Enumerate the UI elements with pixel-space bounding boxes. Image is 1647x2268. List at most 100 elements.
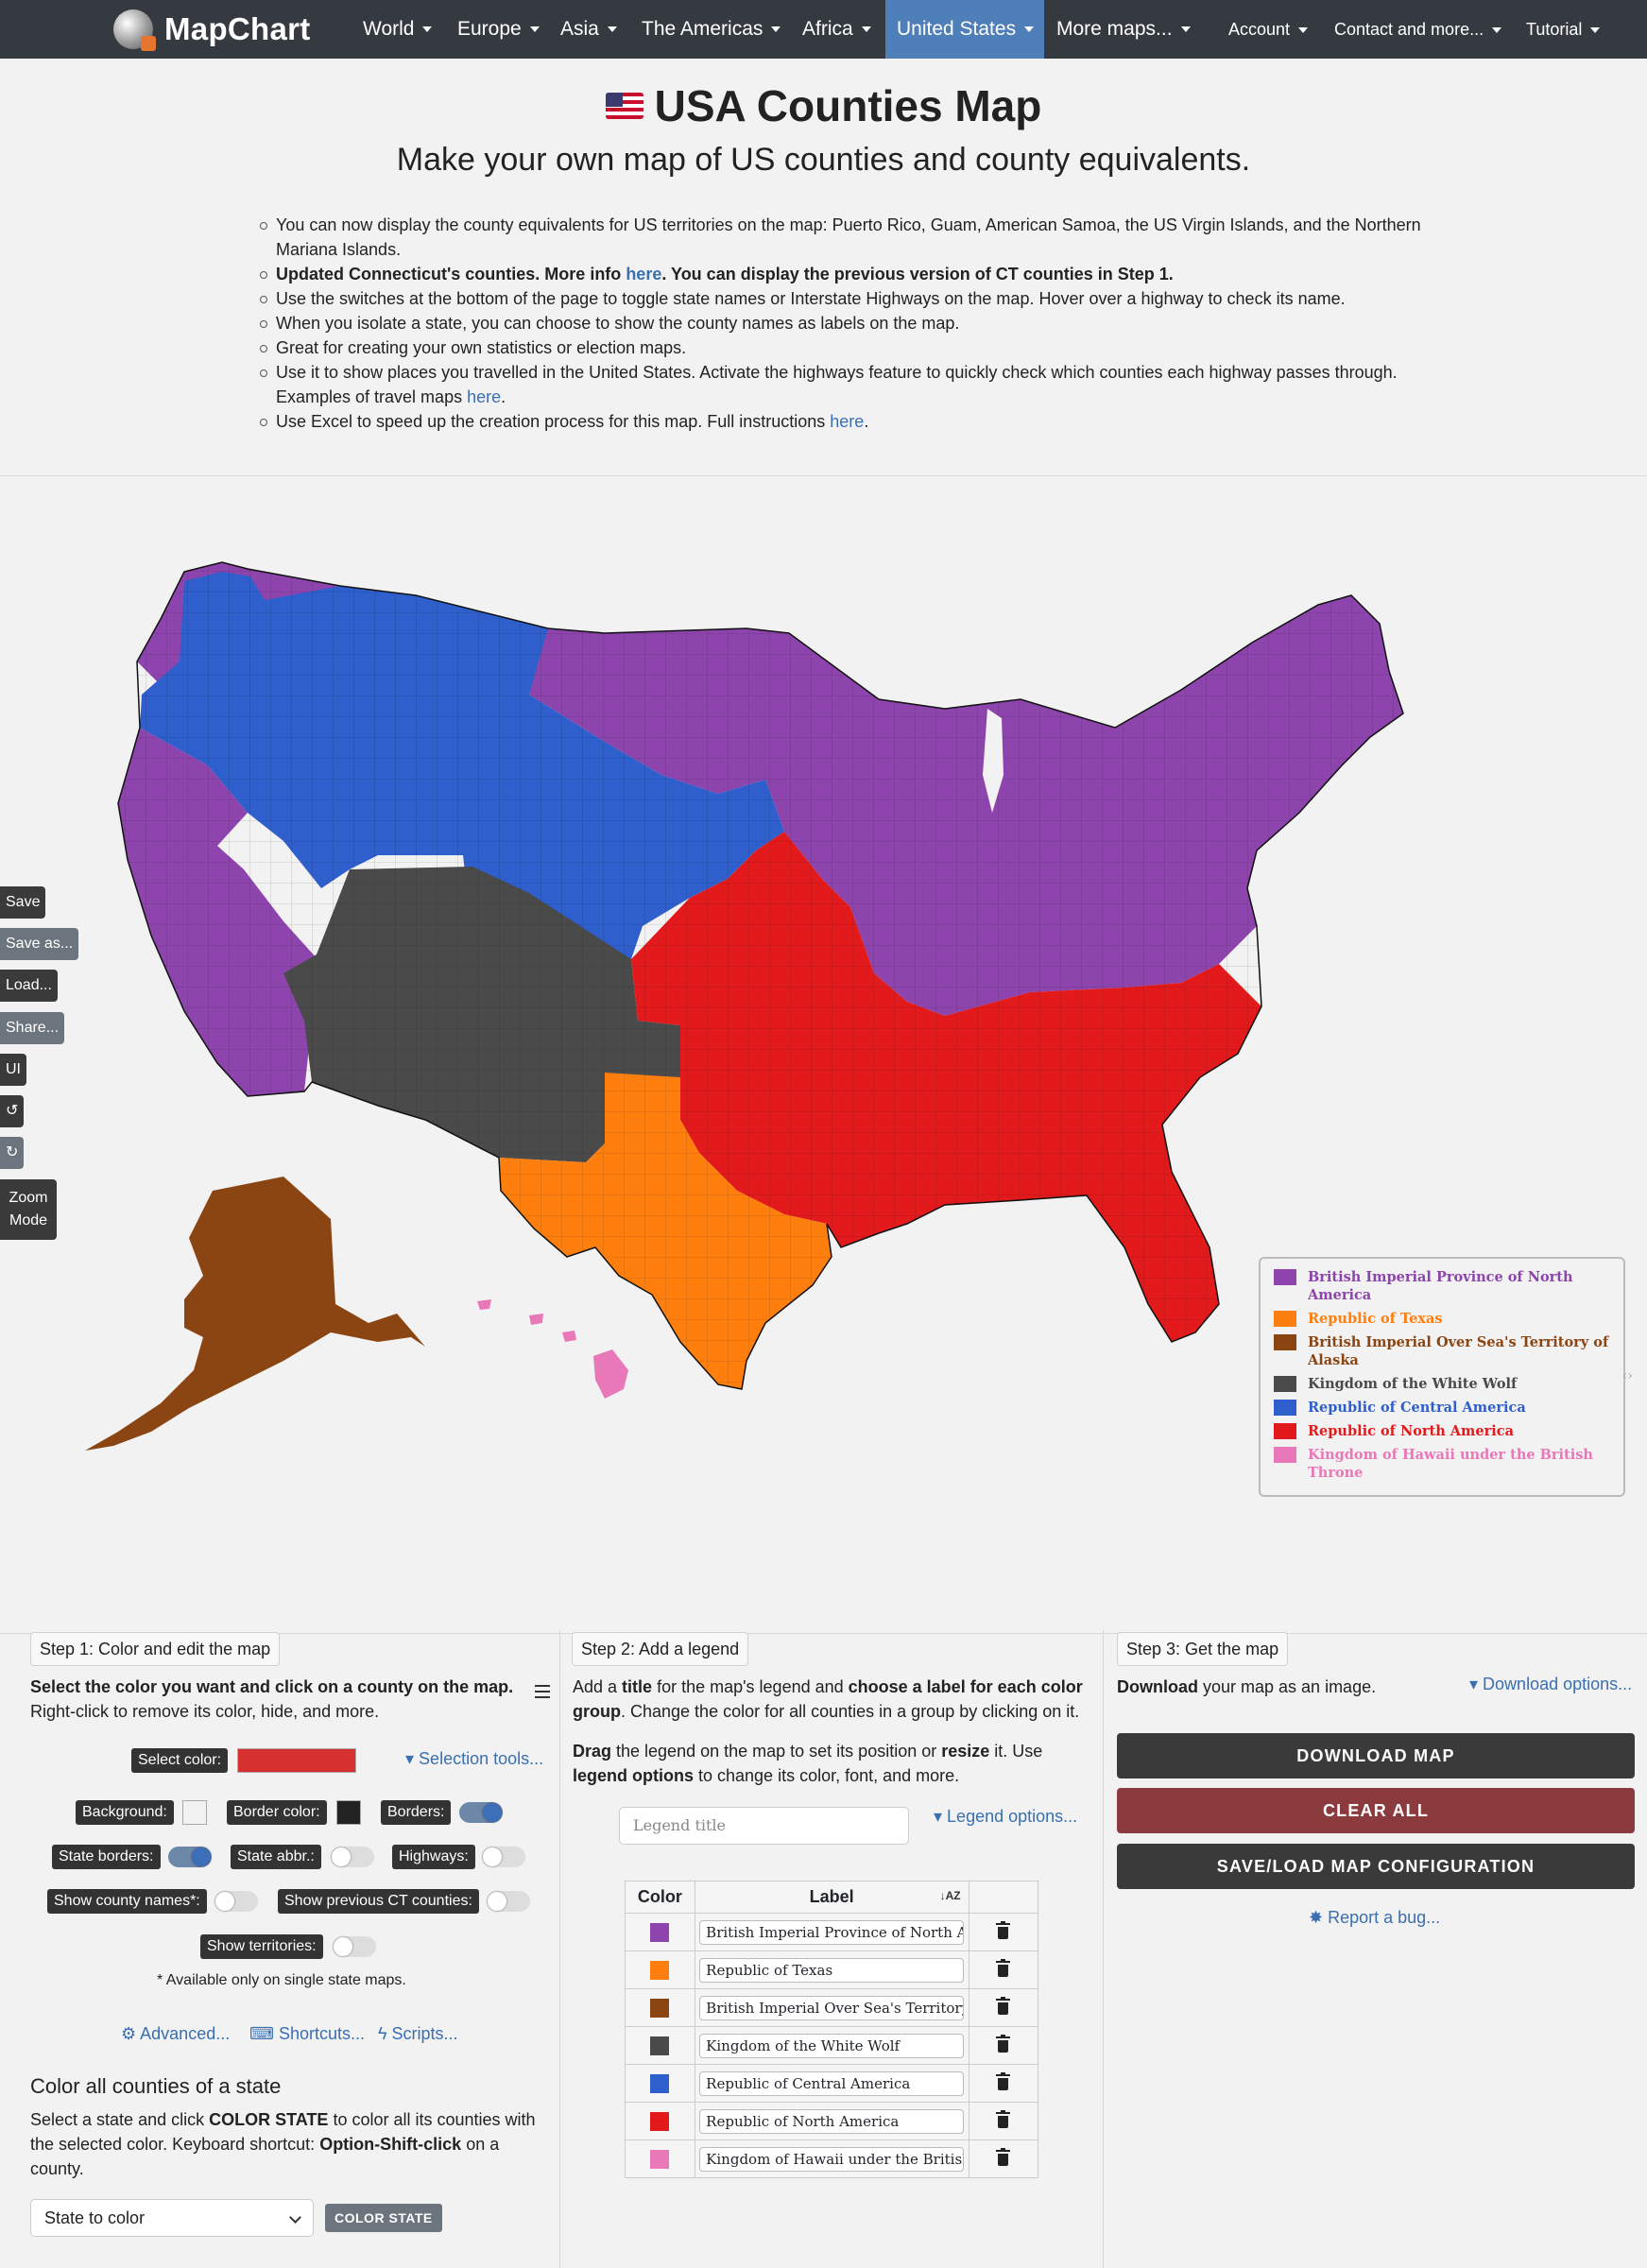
legend-label-input[interactable]: Republic of North America — [699, 2108, 965, 2134]
legend-swatch — [1274, 1376, 1296, 1392]
legend-title-input[interactable]: Legend title — [619, 1807, 909, 1845]
legend-entry[interactable]: British Imperial Over Sea's Territory of… — [1274, 1333, 1610, 1369]
nav-tutorial[interactable]: Tutorial — [1515, 0, 1611, 59]
nav-more-maps[interactable]: More maps... — [1045, 0, 1202, 59]
tab-step-2[interactable]: Step 2: Add a legend — [572, 1632, 749, 1666]
background-color-picker[interactable] — [182, 1800, 207, 1825]
map-legend[interactable]: British Imperial Province of North Ameri… — [1259, 1257, 1633, 1497]
legend-color-swatch[interactable] — [650, 2074, 670, 2094]
county-grid-overlay — [117, 561, 1404, 1390]
top-navbar: MapChart World Europe Asia The Americas … — [0, 0, 1647, 59]
show-prev-ct-toggle[interactable] — [487, 1891, 530, 1912]
tab-step-3[interactable]: Step 3: Get the map — [1117, 1632, 1289, 1666]
legend-label-input[interactable]: British Imperial Over Sea's Territory of… — [699, 1995, 965, 2020]
nav-asia[interactable]: Asia — [549, 0, 628, 59]
legend-color-swatch[interactable] — [650, 2150, 670, 2170]
legend-color-swatch[interactable] — [650, 1923, 670, 1943]
legend-entry[interactable]: Republic of Texas — [1274, 1310, 1610, 1328]
download-map-button[interactable]: DOWNLOAD MAP — [1117, 1733, 1635, 1778]
shortcuts-link[interactable]: ⌨ Shortcuts... — [249, 2024, 366, 2043]
legend-swatch — [1274, 1269, 1296, 1285]
trash-icon[interactable] — [996, 2109, 1011, 2128]
download-options-dropdown[interactable]: ▾ Download options... — [1469, 1675, 1633, 1693]
borders-toggle[interactable] — [459, 1802, 503, 1823]
travel-maps-link[interactable]: here — [467, 387, 502, 406]
state-borders-toggle[interactable] — [168, 1847, 212, 1867]
trash-icon[interactable] — [996, 1996, 1011, 2015]
map-area[interactable]: British Imperial Province of North Ameri… — [0, 529, 1647, 1521]
nav-account[interactable]: Account — [1217, 0, 1319, 59]
region-brown-alaska[interactable] — [85, 1177, 425, 1451]
excel-instructions-link[interactable]: here — [830, 412, 865, 431]
legend-entry[interactable]: Kingdom of Hawaii under the British Thro… — [1274, 1446, 1610, 1482]
bolt-icon: ϟ — [378, 2024, 392, 2043]
color-state-button[interactable]: COLOR STATE — [325, 2204, 442, 2232]
nav-united-states[interactable]: United States — [885, 0, 1044, 59]
selected-color-picker[interactable] — [237, 1748, 356, 1773]
legend-swatch — [1274, 1447, 1296, 1463]
nav-contact[interactable]: Contact and more... — [1323, 0, 1513, 59]
state-select[interactable]: State to color — [30, 2199, 314, 2237]
highways-toggle[interactable] — [482, 1847, 525, 1867]
zoom-mode-button[interactable]: Zoom Mode — [0, 1179, 57, 1240]
clear-all-button[interactable]: CLEAR ALL — [1117, 1788, 1635, 1833]
save-button[interactable]: Save — [0, 886, 46, 919]
trash-icon[interactable] — [996, 1920, 1011, 1939]
us-counties-map[interactable] — [0, 529, 1647, 1521]
nav-europe[interactable]: Europe — [446, 0, 551, 59]
brand-logo[interactable]: MapChart — [113, 9, 311, 51]
resize-handle-icon[interactable]: ‹› — [1621, 1368, 1633, 1383]
show-county-names-label: Show county names*: — [47, 1889, 207, 1914]
state-abbr-toggle[interactable] — [331, 1847, 374, 1867]
legend-label-input[interactable]: Republic of Texas — [699, 1957, 965, 1983]
region-pink-hawaii[interactable] — [477, 1299, 628, 1399]
menu-icon[interactable] — [535, 1685, 550, 1698]
legend-label-input[interactable]: Kingdom of the White Wolf — [699, 2033, 965, 2058]
legend-entry[interactable]: Republic of North America — [1274, 1422, 1610, 1440]
nav-world[interactable]: World — [352, 0, 443, 59]
share-button[interactable]: Share... — [0, 1012, 65, 1044]
legend-entry[interactable]: Republic of Central America — [1274, 1399, 1610, 1417]
show-county-names-toggle[interactable] — [214, 1891, 258, 1912]
list-item: Use Excel to speed up the creation proce… — [260, 409, 1432, 434]
step-separator — [1103, 1630, 1104, 2268]
save-as-button[interactable]: Save as... — [0, 928, 79, 960]
scripts-link[interactable]: ϟ Scripts... — [378, 2024, 458, 2043]
trash-icon[interactable] — [996, 2034, 1011, 2053]
legend-label-input[interactable]: Kingdom of Hawaii under the British Thro… — [699, 2146, 965, 2172]
legend-color-swatch[interactable] — [650, 2112, 670, 2132]
trash-icon[interactable] — [996, 1958, 1011, 1977]
tab-step-1[interactable]: Step 1: Color and edit the map — [30, 1632, 281, 1666]
save-load-config-button[interactable]: SAVE/LOAD MAP CONFIGURATION — [1117, 1844, 1635, 1889]
redo-button[interactable]: ↻ — [0, 1137, 25, 1169]
legend-color-swatch[interactable] — [650, 2036, 670, 2056]
color-state-instructions: Select a state and click COLOR STATE to … — [30, 2110, 536, 2178]
legend-entry[interactable]: Kingdom of the White Wolf — [1274, 1375, 1610, 1393]
color-state-heading: Color all counties of a state — [30, 2074, 282, 2098]
load-button[interactable]: Load... — [0, 970, 58, 1002]
undo-button[interactable]: ↺ — [0, 1095, 25, 1127]
legend-color-swatch[interactable] — [650, 1961, 670, 1981]
legend-label-input[interactable]: Republic of Central America — [699, 2070, 965, 2096]
border-color-picker[interactable] — [336, 1800, 361, 1825]
legend-color-swatch[interactable] — [650, 1999, 670, 2019]
legend-options-dropdown[interactable]: ▾ Legend options... — [934, 1807, 1078, 1826]
step2-instructions: Add a title for the map's legend and cho… — [573, 1677, 1083, 1721]
list-item: Updated Connecticut's counties. More inf… — [260, 262, 1432, 286]
legend-label-input[interactable]: British Imperial Province of North Ameri… — [699, 1919, 965, 1945]
show-territories-toggle[interactable] — [333, 1936, 376, 1957]
advanced-link[interactable]: ⚙ Advanced... — [121, 2024, 231, 2043]
column-header-color: Color — [625, 1881, 695, 1914]
selection-tools-dropdown[interactable]: ▾ Selection tools... — [405, 1749, 544, 1768]
nav-africa[interactable]: Africa — [791, 0, 883, 59]
us-flag-icon — [605, 92, 643, 119]
ui-button[interactable]: UI — [0, 1054, 26, 1086]
report-bug-link[interactable]: ✸ Report a bug... — [1309, 1908, 1441, 1927]
sort-alpha-icon[interactable]: ↓AZ — [939, 1889, 961, 1902]
nav-americas[interactable]: The Americas — [630, 0, 792, 59]
list-item: Use it to show places you travelled in t… — [260, 360, 1432, 409]
ct-info-link[interactable]: here — [626, 265, 662, 284]
trash-icon[interactable] — [996, 2071, 1011, 2090]
legend-entry[interactable]: British Imperial Province of North Ameri… — [1274, 1268, 1610, 1304]
trash-icon[interactable] — [996, 2147, 1011, 2166]
